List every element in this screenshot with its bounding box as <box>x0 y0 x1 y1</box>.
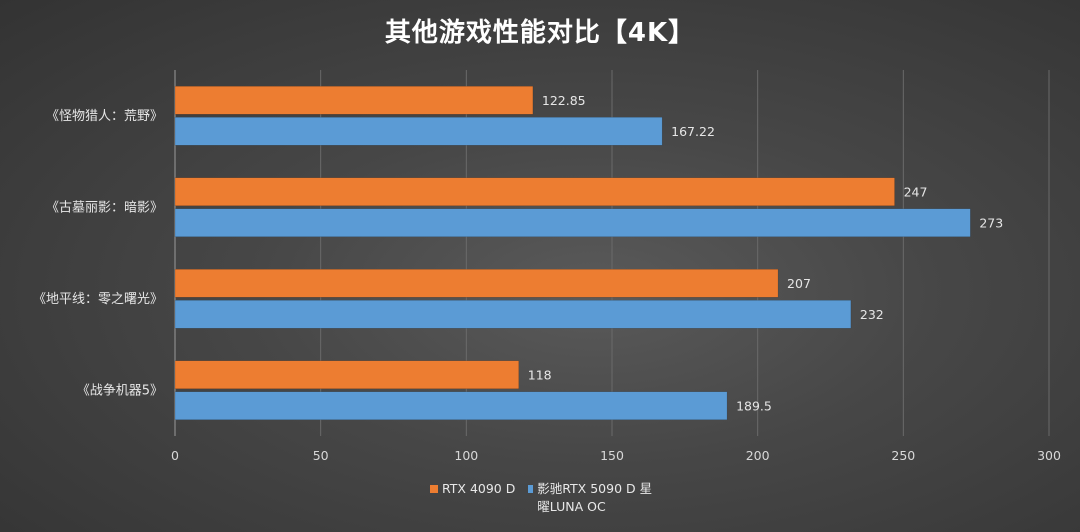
legend-item-rtx4090d: RTX 4090 D <box>430 480 515 498</box>
x-tick-label-50: 50 <box>313 448 329 463</box>
data-label-series1-cat2: 232 <box>860 307 884 322</box>
legend-swatch-rtx4090d <box>430 485 438 493</box>
category-label-1: 《古墓丽影：暗影》 <box>46 200 163 215</box>
x-tick-label-100: 100 <box>454 448 478 463</box>
data-label-series1-cat0: 167.22 <box>671 124 715 139</box>
data-label-series0-cat3: 118 <box>528 367 552 382</box>
data-label-series0-cat1: 247 <box>904 184 928 199</box>
bar-series0-cat0 <box>174 86 534 115</box>
x-tick-label-300: 300 <box>1037 448 1061 463</box>
data-label-series1-cat3: 189.5 <box>736 398 772 413</box>
bar-series1-cat3 <box>174 391 728 420</box>
x-tick-label-150: 150 <box>600 448 624 463</box>
x-tick-label-250: 250 <box>891 448 915 463</box>
category-label-2: 《地平线：零之曙光》 <box>33 292 163 307</box>
x-tick-label-200: 200 <box>746 448 770 463</box>
chart-title: 其他游戏性能对比【4K】 <box>384 18 696 48</box>
data-label-series0-cat0: 122.85 <box>542 93 586 108</box>
legend-label-rtx5090d: 影驰RTX 5090 D 星曜LUNA OC <box>537 481 653 514</box>
bar-series1-cat0 <box>174 117 663 146</box>
bar-series0-cat1 <box>174 177 895 206</box>
legend-label-rtx4090d: RTX 4090 D <box>442 481 516 496</box>
data-label-series1-cat1: 273 <box>979 215 1003 230</box>
data-label-series0-cat2: 207 <box>787 276 811 291</box>
bar-series1-cat2 <box>174 300 852 329</box>
bar-series0-cat2 <box>174 269 779 298</box>
legend-item-rtx5090d: 影驰RTX 5090 D 星曜LUNA OC <box>528 480 658 516</box>
x-tick-label-0: 0 <box>171 448 179 463</box>
bar-series1-cat1 <box>174 208 971 237</box>
category-label-0: 《怪物猎人：荒野》 <box>46 109 163 124</box>
legend-swatch-rtx5090d <box>528 485 534 493</box>
category-label-3: 《战争机器5》 <box>77 383 163 398</box>
bar-series0-cat3 <box>174 360 520 389</box>
